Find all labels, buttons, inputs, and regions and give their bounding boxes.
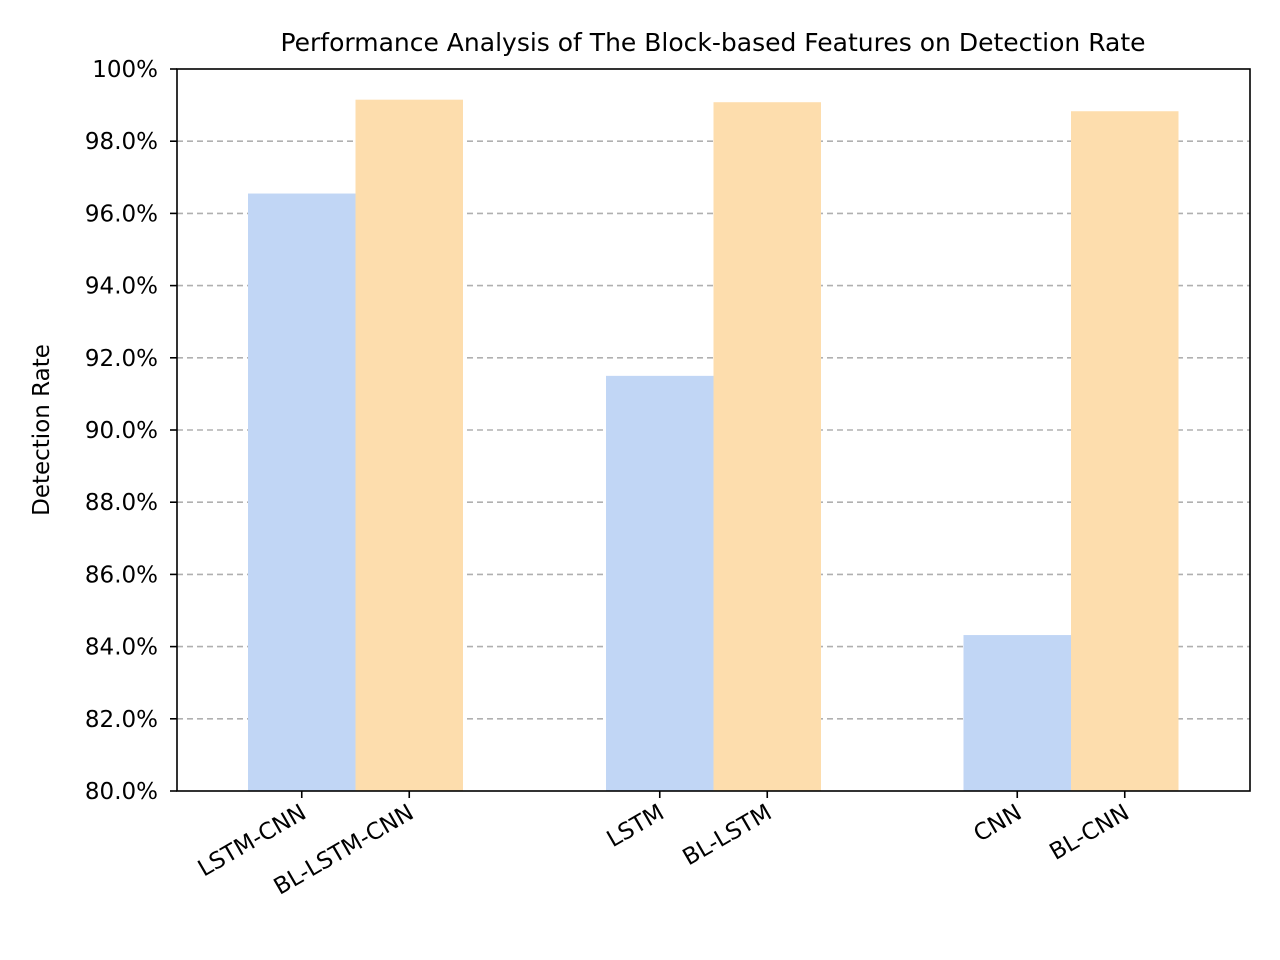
bar-bl-cnn [1071,111,1179,791]
y-tick-label: 92.0% [85,346,158,372]
y-tick-label: 86.0% [85,562,158,588]
y-tick-label: 84.0% [85,635,158,661]
y-tick-label: 100% [92,57,158,83]
bar-bl-lstm-cnn [355,99,463,791]
y-tick-label: 90.0% [85,418,158,444]
y-tick-label: 80.0% [85,779,158,805]
y-axis-label: Detection Rate [29,344,55,516]
y-tick-label: 98.0% [85,129,158,155]
x-tick-label: CNN [970,800,1027,848]
y-tick-label: 88.0% [85,490,158,516]
bar-cnn [963,635,1071,791]
y-tick-label: 94.0% [85,274,158,300]
bar-lstm [606,375,714,791]
bars [248,99,1179,792]
x-tick-label: LSTM [603,800,669,853]
bar-lstm-cnn [248,193,356,792]
x-tick-label: BL-CNN [1045,800,1133,866]
x-tick-label: BL-LSTM [679,800,777,871]
chart-title: Performance Analysis of The Block-based … [280,28,1145,57]
y-tick-label: 96.0% [85,201,158,227]
plot-frame [176,68,1251,792]
bar-bl-lstm [713,102,821,792]
y-tick-label: 82.0% [85,707,158,733]
